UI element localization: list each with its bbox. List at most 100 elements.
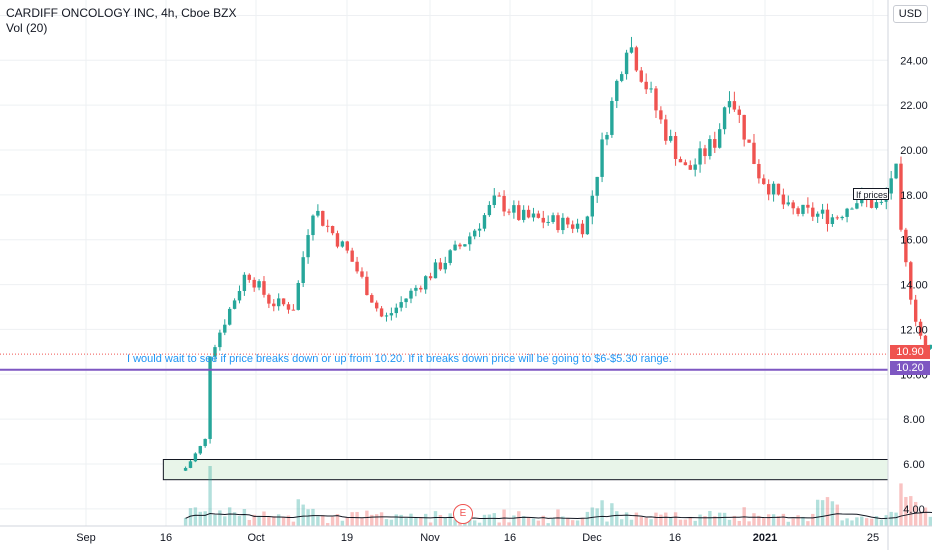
volume-bar [193,507,198,526]
candle-body [899,163,903,230]
volume-bar [683,519,688,526]
volume-bar [223,516,227,526]
currency-button[interactable]: USD [892,5,928,23]
candle-body [570,224,575,229]
volume-bar [713,516,717,526]
candle-body [399,302,403,308]
candle-body [340,241,345,247]
volume-bar [801,516,805,526]
volume-bar [786,521,790,526]
y-axis: 4.006.008.0010.0012.0014.0016.0018.0020.… [887,0,928,550]
volume-bar [512,515,516,526]
volume-bar [433,511,438,526]
candle-body [796,208,800,214]
volume-bar [698,514,702,526]
volume-bar [840,520,844,526]
chart-grid [0,0,888,526]
volume-bar [820,500,825,526]
candle-body [806,204,810,208]
candle-body [913,299,918,322]
volume-bar [409,513,413,526]
candle-body [600,139,604,177]
earnings-marker[interactable]: E [453,504,473,524]
volume-bar [379,512,384,526]
candle-body [869,199,874,208]
volume-bar [213,514,217,526]
candle-body [688,165,692,170]
volume-bar [639,516,643,526]
candle-body [561,217,565,231]
x-tick-label: Nov [420,532,440,544]
volume-bar [227,507,232,526]
candle-body [325,225,330,227]
volume-bar [825,497,830,526]
volume-bar [855,517,859,526]
candle-body [575,223,580,229]
volume-bar [237,515,242,526]
x-tick-label: Sep [76,532,96,544]
volume-bar [414,517,418,526]
volume-bar [889,511,893,526]
candle-body [276,298,281,307]
candle-body [820,209,825,214]
candle-body [428,276,433,279]
candle-body [237,290,242,301]
volume-bar [727,519,732,526]
candle-body [291,309,296,311]
volume-bar [835,504,839,526]
volume-bar [717,512,722,526]
volume-bar [272,516,276,526]
annotation-text[interactable]: I would wait to see if price breaks down… [127,353,672,365]
y-tick-label: 16.00 [900,235,928,247]
volume-bar [566,518,570,526]
candle-body [624,52,629,75]
volume-bar [365,510,369,526]
volume-bar [428,522,433,526]
candle-body [257,281,261,288]
candle-body [227,308,232,325]
candle-body [330,226,335,234]
volume-bar [306,509,310,526]
candle-body [482,215,487,229]
candle-body [360,271,364,277]
candle-body [286,304,291,310]
candle-body [713,139,717,148]
volume-bar [874,516,879,526]
price-zones [162,459,889,481]
candle-body [492,195,496,206]
volume-bar [649,519,653,526]
candle-body [497,195,501,197]
volume-bar [845,518,849,526]
candle-body [203,438,207,447]
y-tick-label: 6.00 [903,459,924,471]
volume-bar [776,516,781,526]
candle-body [531,213,536,218]
candle-body [272,303,276,307]
candle-body [850,208,854,210]
volume-bar [477,522,482,526]
candle-body [811,207,815,217]
candle-body [345,241,349,251]
volume-bar [737,520,741,526]
volume-bar [325,523,330,526]
volume-bar [507,522,511,526]
candle-body [458,244,462,247]
volume-bar [791,518,795,526]
volume-bar [693,520,697,526]
y-tick-label: 18.00 [900,190,928,202]
volume-bar [752,513,756,526]
candle-body [703,148,707,157]
volume-bar [492,513,496,526]
candle-body [766,184,771,195]
candle-body [404,298,408,303]
candle-body [374,302,379,309]
volume-bar [257,516,261,526]
candle-body [610,101,614,135]
volume-bar [585,511,590,526]
candle-body [296,283,300,310]
volume-bar [766,514,771,526]
x-tick-label: 16 [504,532,516,544]
volume-bar [286,515,291,526]
callout-note[interactable]: If prices [853,188,889,200]
